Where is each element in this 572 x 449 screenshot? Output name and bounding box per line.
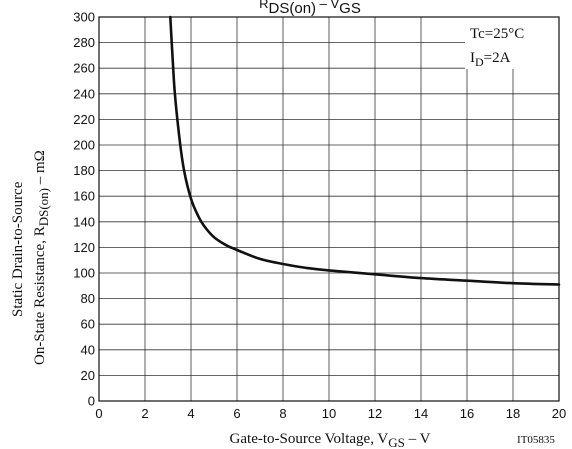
title-v: V [331,0,340,11]
legend-id-post: =2A [484,50,511,66]
plot-frame [98,16,560,402]
y-tick-label: 240 [73,86,95,101]
y-tick-label: 180 [73,163,95,178]
y-label-post: – mΩ [32,150,48,188]
legend-id: ID=2A [470,50,511,69]
y-tick-label: 200 [73,138,95,153]
figure-code: IT05835 [517,434,555,446]
grid [98,16,560,402]
x-label-sub: GS [388,435,405,449]
x-tick-label: 12 [368,406,382,421]
title-r-sub: DS(on) [269,0,317,17]
x-tick-label: 20 [552,406,566,421]
x-tick-label: 2 [141,406,148,421]
y-tick-label: 20 [81,368,95,383]
y-tick-label: 160 [73,189,95,204]
y-tick-label: 60 [81,317,95,332]
x-tick-label: 16 [460,406,474,421]
x-axis-label: Gate-to-Source Voltage, VGS – V [230,431,431,449]
legend-tc: Tc=25°C [470,26,524,42]
x-tick-label: 18 [506,406,520,421]
legend-box [465,17,559,69]
y-tick-label: 220 [73,112,95,127]
y-label-sub: DS(on) [36,188,51,226]
x-tick-label: 8 [279,406,286,421]
y-tick-label: 120 [73,240,95,255]
x-tick-label: 6 [233,406,240,421]
y-tick-label: 100 [73,266,95,281]
y-tick-label: 140 [73,214,95,229]
y-axis-label-line2: On-State Resistance, RDS(on) – mΩ [32,150,51,365]
chart-title: RDS(on) – VGS [259,0,361,17]
x-tick-labels: 0 2 4 6 8 10 12 14 16 18 20 [95,406,566,421]
y-tick-label: 80 [81,291,95,306]
y-tick-label: 40 [81,342,95,357]
y-tick-label: 280 [73,35,95,50]
legend-id-sub: D [475,55,484,69]
y-label-pre: On-State Resistance, R [32,226,48,365]
x-tick-label: 4 [187,406,194,421]
y-tick-label: 260 [73,61,95,76]
x-tick-label: 10 [322,406,336,421]
title-v-sub: GS [339,0,361,17]
y-tick-labels: 0 20 40 60 80 100 120 140 160 180 200 220 240 260 280 3… [73,10,95,409]
title-r: R [259,0,268,11]
y-tick-label: 300 [73,10,95,25]
x-label-pre: Gate-to-Source Voltage, V [230,431,389,447]
x-label-post: – V [405,431,431,447]
x-tick-label: 0 [95,406,102,421]
legend-id-pre: I [470,50,475,66]
x-tick-label: 14 [414,406,428,421]
y-axis-label-line1: Static Drain-to-Source [10,181,26,317]
y-tick-label: 0 [88,394,95,409]
series-line-rds [169,15,561,286]
title-dash: – [316,0,330,11]
